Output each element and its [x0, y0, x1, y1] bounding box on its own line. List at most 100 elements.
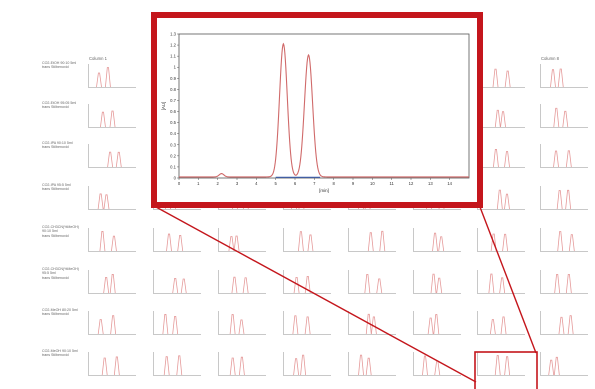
- peak-apex-point: [282, 43, 284, 45]
- mini-peak: [493, 149, 499, 168]
- x-tick-label: 6: [294, 181, 297, 186]
- row-label-line: CO2-CH3CN(%MeOH): [42, 225, 79, 229]
- mini-peak: [176, 355, 183, 376]
- row-label: CO2-EtOH 95:05 5ml trans Stilbenoxid: [42, 101, 90, 110]
- x-tick-label: 7: [313, 181, 316, 186]
- column-label: Column 1: [89, 56, 107, 61]
- row-label: CO2-EtOH 90:10 5ml trans Stilbenoxid: [42, 61, 90, 70]
- mini-peak: [376, 278, 383, 294]
- mini-chromatogram: [540, 186, 588, 210]
- mini-peak: [292, 315, 299, 335]
- mini-peak: [110, 315, 117, 335]
- mini-chart-svg: [172, 277, 187, 294]
- y-tick-label: 0.4: [170, 131, 176, 136]
- mini-chart-svg: [488, 273, 506, 294]
- mini-chart-svg: [163, 355, 183, 376]
- mini-chromatogram: [88, 144, 136, 168]
- row-label: CO2-MeOH 80:20 5ml trans Stilbenoxid: [42, 308, 90, 317]
- mini-chromatogram: [283, 311, 331, 335]
- mini-chart-svg: [162, 314, 179, 335]
- mini-peak: [111, 235, 117, 252]
- mini-chromatogram: [283, 352, 331, 376]
- mini-peak: [238, 319, 245, 335]
- mini-chromatogram: [413, 311, 461, 335]
- mini-chart-svg: [229, 356, 245, 376]
- mini-chart-svg: [358, 354, 372, 376]
- mini-peak: [228, 236, 235, 252]
- zoomed-chart-svg: 0 0.1 0.2 0.3 0.4 0.5 0.6 0.7 0.8 0.9 1 1.1 1.2 1.3 0 1…: [161, 32, 470, 193]
- mini-chart-svg: [557, 231, 575, 252]
- mini-peak: [103, 194, 110, 210]
- y-tick-label: 0.5: [170, 120, 176, 125]
- mini-peak: [500, 316, 507, 335]
- y-tick-label: 0.7: [170, 98, 176, 103]
- mini-chromatogram: [88, 270, 136, 294]
- mini-peak: [562, 110, 569, 128]
- mini-peak: [500, 111, 506, 128]
- y-tick-label: 0: [174, 176, 177, 181]
- mini-chart-svg: [99, 231, 117, 252]
- mini-peak: [567, 315, 574, 335]
- mini-peak: [489, 319, 496, 335]
- mini-chromatogram: [218, 270, 266, 294]
- mini-chromatogram: [477, 270, 525, 294]
- row-label-line: CO2-EtOH 90:10 5ml: [42, 61, 77, 65]
- mini-chart-svg: [228, 235, 240, 252]
- mini-peak: [504, 70, 511, 88]
- peak-apex-point: [307, 54, 310, 56]
- mini-peak: [367, 232, 374, 252]
- mini-peak: [358, 354, 364, 376]
- mini-chart-svg: [489, 316, 507, 335]
- mini-peak: [553, 150, 559, 168]
- mini-chart-svg: [432, 232, 445, 252]
- x-tick-label: 4: [255, 181, 258, 186]
- mini-chromatogram: [540, 144, 588, 168]
- mini-chart-svg: [558, 315, 574, 335]
- mini-peak: [492, 68, 499, 88]
- mini-chromatogram: [88, 311, 136, 335]
- mini-peak: [293, 358, 299, 376]
- mini-chart-svg: [490, 233, 509, 252]
- mini-chromatogram: [477, 228, 525, 252]
- mini-chromatogram: [88, 104, 136, 128]
- mini-chromatogram: [348, 311, 396, 335]
- row-label-line: CO2-EtOH 95:05 5ml: [42, 101, 77, 105]
- x-tick-label: 9: [352, 181, 355, 186]
- mini-peak: [554, 273, 561, 294]
- mini-peak: [379, 230, 386, 252]
- mini-peak: [430, 273, 437, 294]
- x-tick-label: 0: [178, 181, 181, 186]
- mini-peak: [172, 277, 179, 294]
- mini-chromatogram: [477, 64, 525, 88]
- mini-peak: [565, 273, 572, 294]
- mini-peak: [502, 233, 509, 252]
- mini-chromatogram: [348, 270, 396, 294]
- mini-chromatogram: [88, 352, 136, 376]
- mini-peak: [504, 151, 510, 168]
- x-tick-label: 11: [389, 181, 394, 186]
- mini-chart-svg: [494, 355, 511, 376]
- mini-peak: [293, 276, 300, 294]
- mini-chart-svg: [101, 356, 120, 376]
- mini-peak: [548, 359, 555, 376]
- mini-peak: [109, 274, 116, 294]
- mini-chromatogram: [540, 270, 588, 294]
- mini-chromatogram: [218, 228, 266, 252]
- mini-peak: [300, 354, 307, 376]
- mini-peak: [504, 193, 510, 210]
- mini-peak: [494, 355, 501, 376]
- mini-peak: [365, 357, 372, 376]
- mini-chromatogram: [348, 352, 396, 376]
- row-label-line: 90:10 5ml: [42, 229, 58, 234]
- mini-chromatogram: [88, 186, 136, 210]
- mini-chart-svg: [422, 355, 441, 376]
- row-label: CO2-CH3CN(%MeOH) 95:5 5ml trans Stilbenoxi…: [42, 267, 90, 280]
- mini-chart-svg: [556, 189, 572, 210]
- mini-chart-svg: [97, 193, 110, 210]
- mini-chromatogram: [413, 270, 461, 294]
- mini-chart-svg: [554, 273, 572, 294]
- mini-peak: [488, 273, 495, 294]
- x-tick-label: 14: [447, 181, 452, 186]
- x-tick-label: 12: [409, 181, 414, 186]
- mini-chart-svg: [100, 110, 116, 128]
